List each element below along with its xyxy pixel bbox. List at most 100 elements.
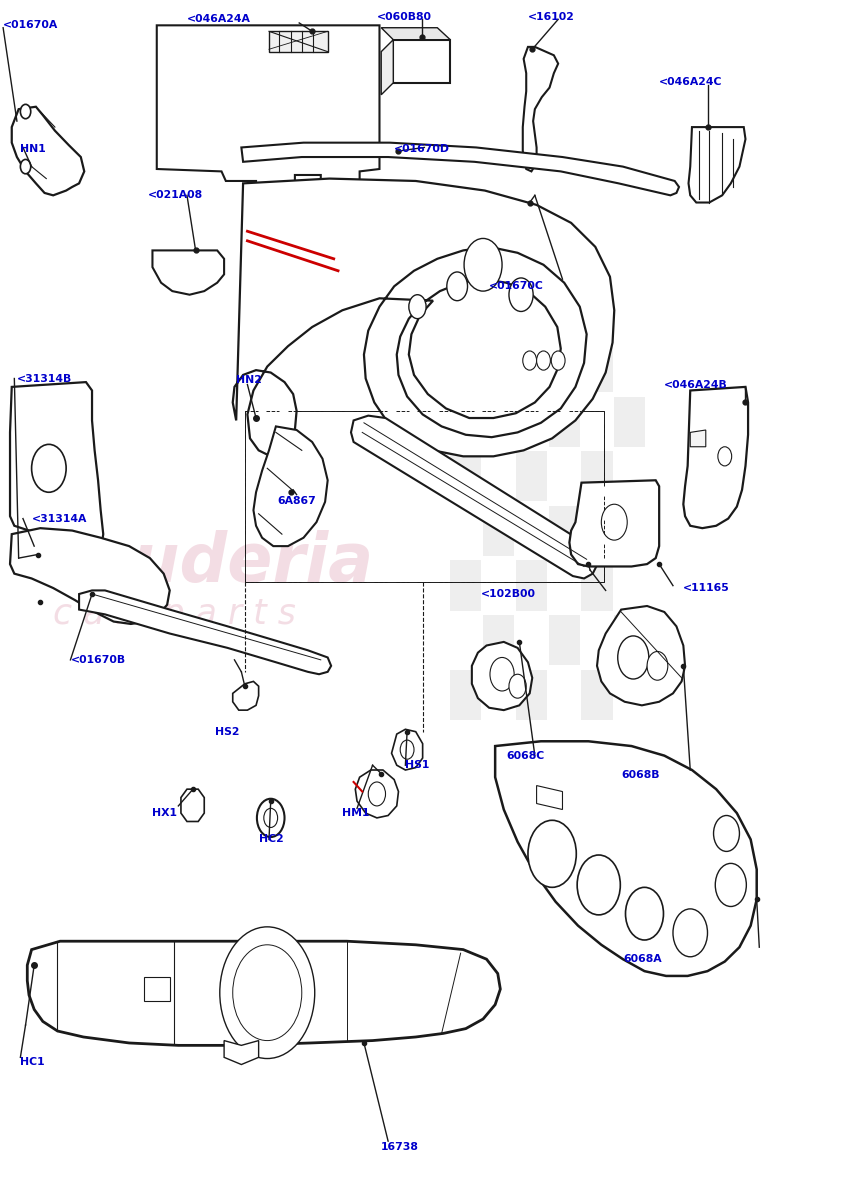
Circle shape [409,295,426,319]
Bar [581,670,612,720]
Text: HX1: HX1 [152,808,178,818]
Polygon shape [10,528,170,624]
Polygon shape [597,606,685,706]
Polygon shape [381,28,450,40]
Bar [549,616,580,665]
Circle shape [509,278,533,312]
Bar [581,451,612,502]
Bar [516,670,547,720]
Circle shape [21,160,30,174]
Polygon shape [233,682,259,710]
Circle shape [368,782,385,806]
Bar [483,506,514,556]
Polygon shape [254,426,327,546]
Polygon shape [152,251,224,295]
Circle shape [601,504,627,540]
Bar [581,342,612,392]
Text: <01670C: <01670C [489,281,544,292]
Text: c a r   p a r t s: c a r p a r t s [53,596,296,631]
Bar [614,616,645,665]
Bar [483,616,514,665]
Circle shape [718,446,732,466]
Circle shape [537,350,551,370]
Circle shape [509,674,527,698]
Circle shape [523,350,537,370]
Text: HC1: HC1 [21,1057,45,1067]
Bar [516,451,547,502]
Text: <01670D: <01670D [394,144,450,154]
Polygon shape [569,480,659,566]
Polygon shape [181,790,204,822]
Polygon shape [224,1040,259,1064]
Polygon shape [351,415,598,578]
Text: scuderia: scuderia [53,530,373,596]
Polygon shape [355,770,398,818]
Circle shape [625,887,663,940]
Text: <31314B: <31314B [17,373,72,384]
Text: HS1: HS1 [405,761,430,770]
Circle shape [21,104,30,119]
Polygon shape [242,143,679,196]
Bar [549,506,580,556]
Polygon shape [381,40,393,95]
Bar [581,560,612,611]
Polygon shape [688,127,746,203]
Polygon shape [523,47,559,172]
Text: <046A24A: <046A24A [187,14,251,24]
Text: <021A08: <021A08 [148,191,204,200]
Circle shape [447,272,468,301]
Circle shape [257,799,285,838]
Polygon shape [393,40,450,83]
Circle shape [647,652,668,680]
Polygon shape [269,31,327,52]
Bar [614,397,645,446]
Polygon shape [472,642,533,710]
Circle shape [715,863,746,906]
Bar [450,670,481,720]
Circle shape [617,636,649,679]
Text: <01670A: <01670A [3,20,58,30]
Text: HS2: HS2 [216,727,240,737]
Polygon shape [144,977,170,1001]
Circle shape [31,444,66,492]
Circle shape [220,926,314,1058]
Bar [450,342,481,392]
Polygon shape [10,382,103,564]
Circle shape [400,740,414,760]
Circle shape [464,239,502,292]
Circle shape [264,809,278,828]
Text: <046A24B: <046A24B [664,379,728,390]
Circle shape [490,658,514,691]
Bar [549,397,580,446]
Text: 16738: 16738 [381,1142,419,1152]
Circle shape [528,821,576,887]
Text: <31314A: <31314A [31,514,87,523]
Polygon shape [391,730,423,770]
Polygon shape [12,107,84,196]
Circle shape [714,816,740,852]
Polygon shape [495,742,757,976]
Bar [450,560,481,611]
Bar [516,560,547,611]
Polygon shape [233,179,614,456]
Polygon shape [28,941,501,1045]
Text: <11165: <11165 [683,583,730,593]
Text: HN2: HN2 [236,374,262,385]
Circle shape [673,908,708,956]
Bar [483,397,514,446]
Text: HN1: HN1 [21,144,46,154]
Bar [614,506,645,556]
Text: <046A24C: <046A24C [659,77,722,86]
Polygon shape [683,386,748,528]
Text: 6068B: 6068B [621,769,660,780]
Polygon shape [690,430,706,446]
Text: <01670B: <01670B [70,655,126,665]
Text: <102B00: <102B00 [481,589,535,599]
Text: 6068A: 6068A [623,954,662,964]
Text: 6068C: 6068C [507,751,545,761]
Polygon shape [537,786,563,810]
Bar [516,342,547,392]
Circle shape [552,350,565,370]
Text: HC2: HC2 [259,834,283,845]
Text: 6A867: 6A867 [278,496,316,505]
